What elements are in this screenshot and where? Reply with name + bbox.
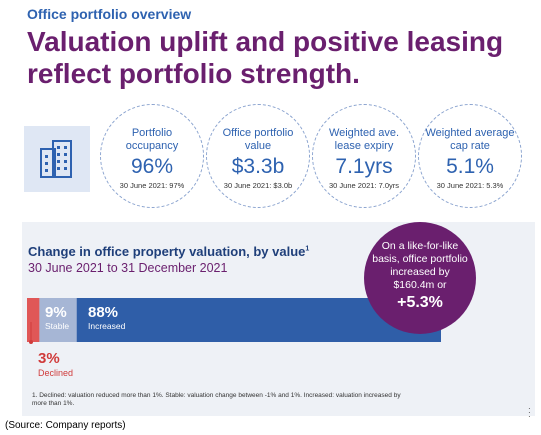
kpi-comparison: 30 June 2021: 7.0yrs <box>328 181 400 190</box>
kpi-value: 5.1% <box>446 155 494 178</box>
page-headline: Valuation uplift and positive leasing re… <box>27 26 504 89</box>
kpi-value: 7.1yrs <box>335 155 393 178</box>
kpi-value: $3.3b <box>231 155 285 178</box>
declined-leader-dot <box>29 340 33 344</box>
kpi-value: 96% <box>130 155 174 178</box>
kpi-comparison: 30 June 2021: 5.3% <box>436 181 504 190</box>
chart-title-text: Change in office property valuation, by … <box>28 244 306 259</box>
source-note: (Source: Company reports) <box>5 420 126 431</box>
chart-subtitle: 30 June 2021 to 31 December 2021 <box>28 261 228 275</box>
stable-segment-label: 9% Stable <box>45 304 69 331</box>
kpi-label: Portfolio occupancy <box>125 127 179 152</box>
bar-category-label: Declined <box>38 368 74 378</box>
increased-segment-label: 88% Increased <box>88 304 125 331</box>
office-building-icon <box>40 140 72 178</box>
kpi-comparison: 30 June 2021: $3.0b <box>223 181 293 190</box>
more-menu-icon: · · · <box>528 404 531 421</box>
kpi-cap-rate: Weighted average cap rate 5.1% 30 June 2… <box>418 104 522 208</box>
kpi-lease-expiry: Weighted ave. lease expiry 7.1yrs 30 Jun… <box>312 104 416 208</box>
like-for-like-callout: On a like-for-like basis, office portfol… <box>364 222 476 334</box>
building-tile <box>24 126 90 192</box>
kpi-portfolio-value: Office portfolio value $3.3b 30 June 202… <box>206 104 310 208</box>
kpi-label: Weighted average cap rate <box>425 127 515 152</box>
callout-text: On a like-for-like basis, office portfol… <box>372 240 468 291</box>
footnote-ref: 1 <box>305 245 310 253</box>
bar-data-label: 3% <box>38 350 60 367</box>
kpi-label: Office portfolio value <box>222 127 294 152</box>
chart-footnote: 1. Declined: valuation reduced more than… <box>32 392 401 407</box>
bar-category-label: Stable <box>45 321 70 331</box>
callout-percentage: +5.3% <box>397 294 443 311</box>
page-eyebrow: Office portfolio overview <box>27 6 192 22</box>
chart-title: Change in office property valuation, by … <box>28 244 309 259</box>
bar-data-label: 88% <box>88 304 119 321</box>
kpi-label: Weighted ave. lease expiry <box>328 127 400 152</box>
kpi-comparison: 30 June 2021: 97% <box>119 181 185 190</box>
bar-category-label: Increased <box>88 321 126 331</box>
bar-data-label: 9% <box>45 304 67 321</box>
bar-segment-declined <box>27 298 40 342</box>
bar-segment-stable <box>39 298 77 342</box>
kpi-occupancy: Portfolio occupancy 96% 30 June 2021: 97… <box>100 104 204 208</box>
